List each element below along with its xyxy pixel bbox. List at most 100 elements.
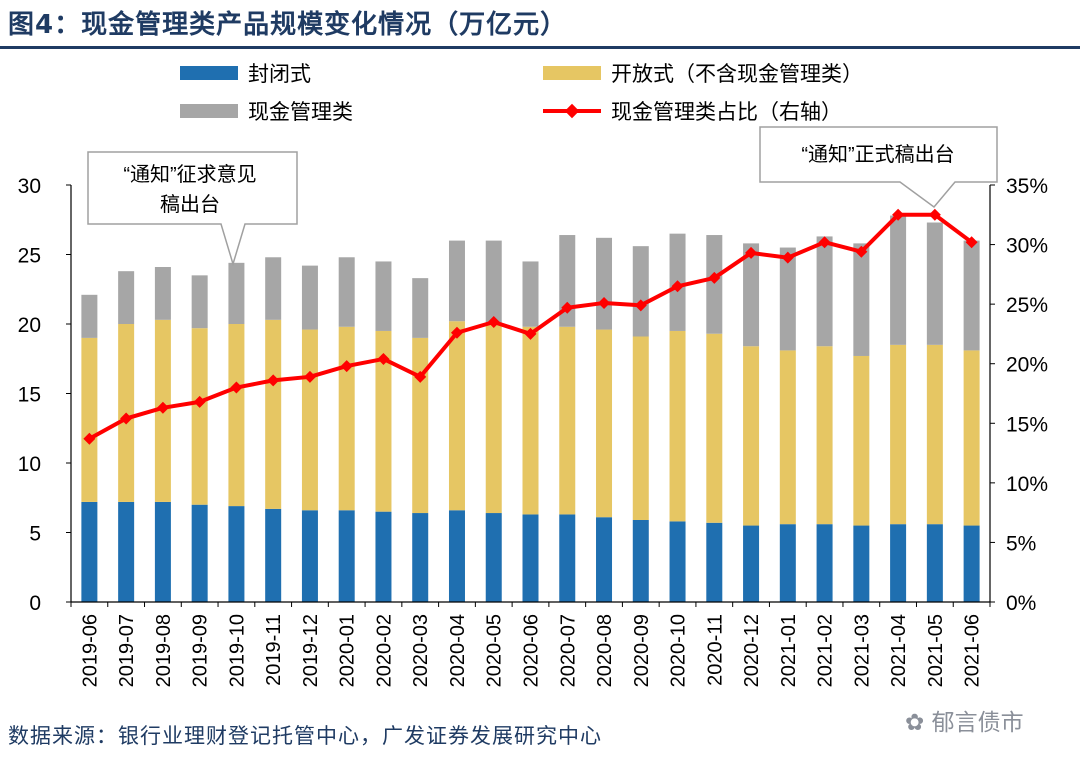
- x-tick-label: 2019-08: [153, 614, 175, 687]
- bar-layer: [81, 215, 980, 602]
- y-tick-label-right: 15%: [1006, 413, 1048, 436]
- bar-closed-2019-11: [265, 508, 282, 602]
- x-tick-label: 2020-09: [631, 614, 653, 687]
- bar-open-2020-01: [338, 326, 355, 511]
- ratio-point-2020-02: [377, 352, 390, 365]
- bar-cash-2021-05: [926, 222, 943, 345]
- y-tick-label-right: 20%: [1006, 354, 1048, 377]
- x-tick-label: 2019-07: [116, 614, 138, 687]
- ratio-line-layer: [83, 208, 978, 445]
- ratio-point-2019-08: [156, 401, 169, 414]
- bar-open-2019-06: [81, 337, 98, 502]
- bar-closed-2019-06: [81, 501, 98, 602]
- bar-open-2020-02: [375, 330, 392, 512]
- ratio-point-2019-09: [193, 395, 206, 408]
- bar-cash-2021-03: [853, 243, 870, 356]
- x-tick-label: 2021-02: [815, 614, 837, 687]
- bar-cash-2019-06: [81, 294, 98, 338]
- legend-swatch-open: [543, 66, 601, 80]
- bar-open-2020-11: [706, 333, 723, 523]
- bar-open-2020-04: [448, 321, 465, 511]
- bar-closed-2021-06: [963, 525, 980, 602]
- bar-closed-2020-09: [632, 519, 649, 602]
- ratio-point-2020-04: [450, 326, 463, 339]
- legend-swatch-closed: [180, 66, 238, 80]
- x-tick-label: 2019-06: [79, 614, 101, 687]
- y-tick-label-left: 0: [29, 592, 41, 615]
- bar-cash-2019-08: [154, 267, 171, 320]
- ratio-point-2019-07: [120, 412, 133, 425]
- x-tick-label: 2020-03: [410, 614, 432, 687]
- y-tick-label-left: 20: [18, 314, 41, 337]
- bar-open-2019-12: [301, 329, 318, 511]
- wechat-icon: ✿: [905, 710, 925, 736]
- bar-cash-2021-01: [779, 247, 796, 351]
- legend-ratio: 现金管理类占比（右轴）: [543, 96, 842, 126]
- x-tick-label: 2020-01: [337, 614, 359, 687]
- bar-closed-2021-03: [853, 525, 870, 602]
- legend-label-ratio: 现金管理类占比（右轴）: [611, 100, 842, 124]
- x-tick-label: 2019-12: [300, 614, 322, 687]
- bar-cash-2020-02: [375, 261, 392, 331]
- ratio-point-2021-06: [965, 236, 978, 249]
- bar-open-2020-10: [669, 330, 686, 522]
- ratio-point-2021-05: [928, 208, 941, 221]
- x-tick-label: 2019-09: [190, 614, 212, 687]
- ratio-point-2019-06: [83, 432, 96, 445]
- x-tick-label: 2021-03: [851, 614, 873, 687]
- y-tick-label-right: 30%: [1006, 235, 1048, 258]
- bar-open-2020-08: [596, 329, 613, 518]
- x-tick-label: 2019-11: [263, 614, 285, 686]
- bar-closed-2019-07: [118, 501, 135, 602]
- x-tick-label: 2020-10: [668, 614, 690, 687]
- y-tick-label-left: 15: [18, 384, 41, 407]
- x-tick-label: 2021-05: [925, 614, 947, 687]
- x-tick-label: 2019-10: [226, 614, 248, 687]
- annotation-right-box: [759, 126, 998, 209]
- bar-closed-2021-05: [926, 524, 943, 602]
- bar-closed-2019-09: [191, 504, 208, 602]
- bar-cash-2020-11: [706, 235, 723, 334]
- legend-open: 开放式（不含现金管理类）: [543, 58, 863, 88]
- legend-label-open: 开放式（不含现金管理类）: [611, 62, 863, 86]
- ratio-point-2019-11: [267, 374, 280, 387]
- y-tick-label-right: 25%: [1006, 294, 1048, 317]
- legend-swatch-cash: [180, 104, 238, 118]
- bar-closed-2019-08: [154, 501, 171, 602]
- bar-cash-2019-10: [228, 262, 245, 324]
- bar-open-2021-05: [926, 344, 943, 525]
- y-tick-label-left: 5: [29, 523, 41, 546]
- chart-title: 图4：现金管理类产品规模变化情况（万亿元）: [8, 10, 568, 40]
- bar-open-2020-09: [632, 336, 649, 520]
- watermark: ✿ 郁言债市: [905, 703, 1024, 737]
- annotation-left: “通知”征求意见 稿出台: [87, 151, 298, 267]
- watermark-text: 郁言债市: [931, 710, 1024, 736]
- bar-cash-2019-11: [265, 257, 282, 320]
- title-divider: [0, 46, 1080, 49]
- bar-cash-2020-06: [522, 261, 539, 327]
- ratio-point-2019-12: [303, 370, 316, 383]
- legend-label-cash: 现金管理类: [248, 100, 353, 124]
- x-tick-label: 2020-08: [594, 614, 616, 687]
- bar-closed-2020-02: [375, 511, 392, 602]
- bar-cash-2021-06: [963, 240, 980, 351]
- bar-closed-2020-11: [706, 522, 723, 602]
- bar-cash-2019-07: [118, 271, 135, 324]
- bar-closed-2021-04: [890, 524, 907, 602]
- ratio-point-2020-10: [671, 280, 684, 293]
- bar-closed-2020-06: [522, 514, 539, 602]
- bar-cash-2020-04: [448, 240, 465, 322]
- bar-open-2019-10: [228, 324, 245, 507]
- x-tick-label: 2020-02: [373, 614, 395, 687]
- bar-cash-2020-09: [632, 246, 649, 337]
- bar-open-2020-03: [412, 337, 429, 514]
- x-tick-label: 2020-11: [704, 614, 726, 686]
- bar-cash-2020-12: [743, 243, 760, 347]
- bar-closed-2020-08: [596, 517, 613, 602]
- bar-open-2021-02: [816, 346, 833, 525]
- y-tick-label-left: 30: [18, 175, 41, 198]
- ratio-point-2020-08: [598, 296, 611, 309]
- ratio-point-2020-06: [524, 327, 537, 340]
- bar-closed-2019-12: [301, 510, 318, 602]
- legend-swatch-ratio: [543, 104, 601, 118]
